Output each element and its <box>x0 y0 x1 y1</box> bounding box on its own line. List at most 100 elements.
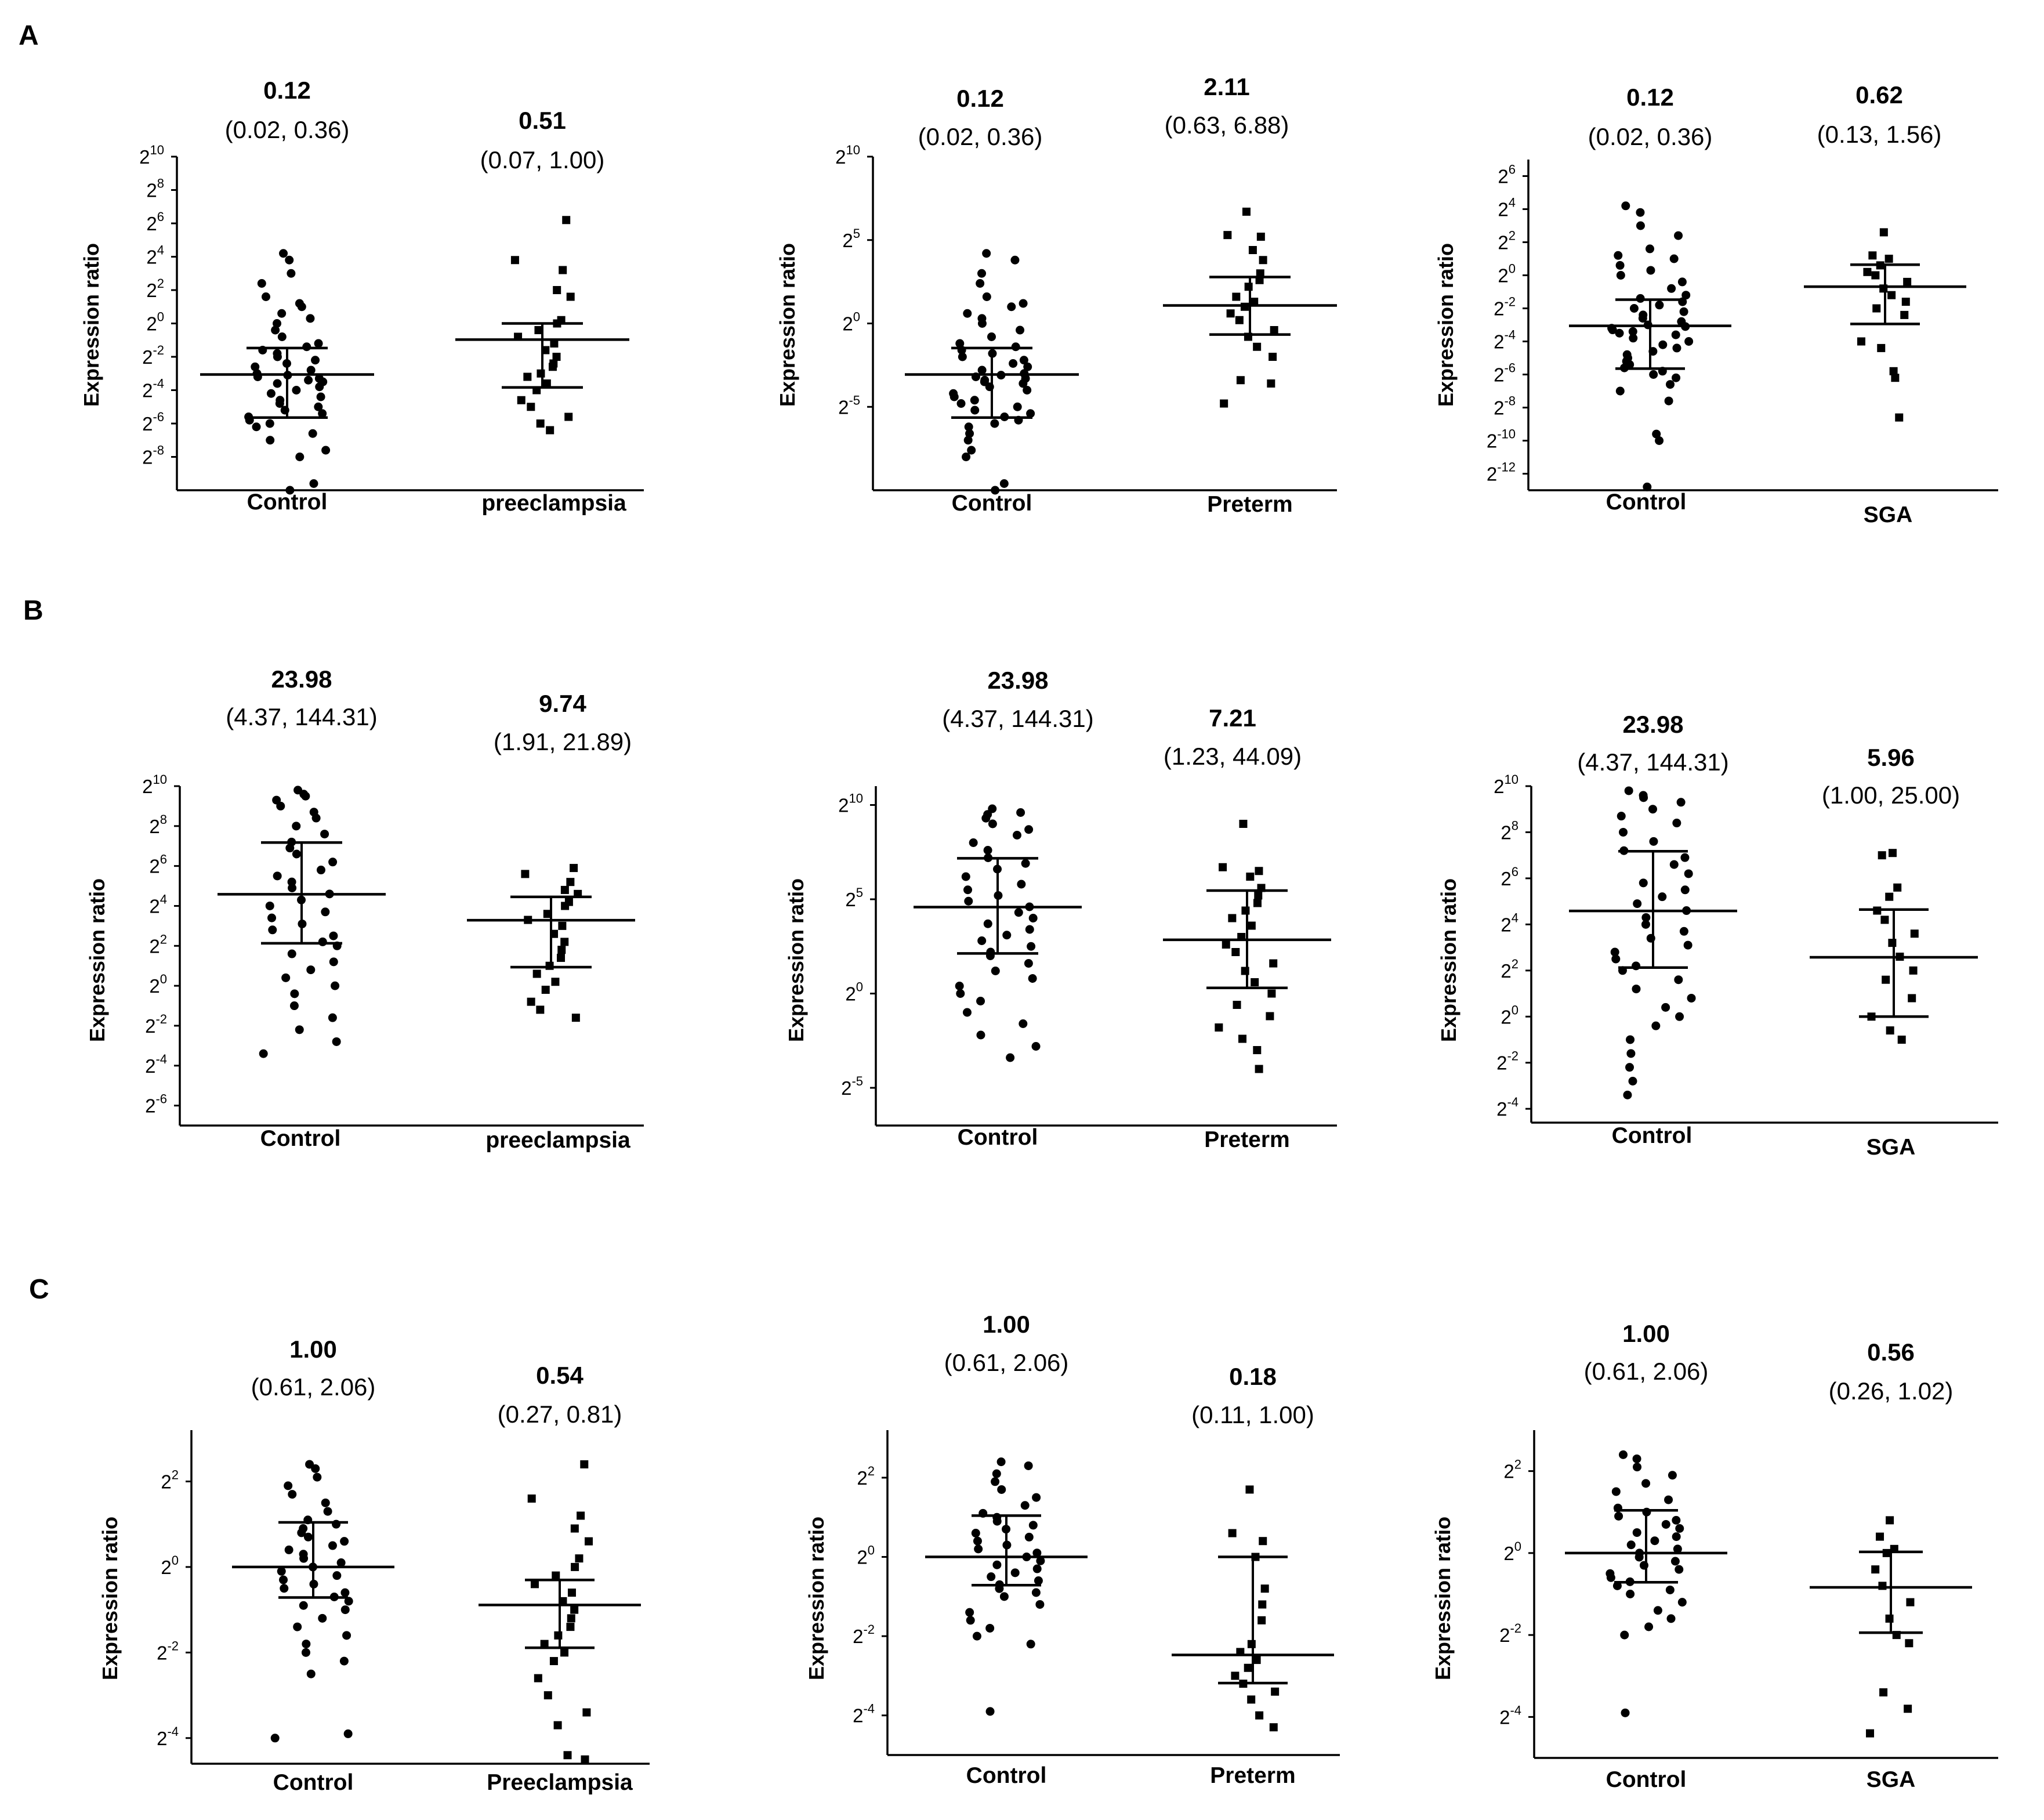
data-point <box>1035 1600 1045 1609</box>
data-point <box>1674 975 1683 985</box>
data-point <box>530 1580 539 1589</box>
data-point <box>956 399 966 408</box>
group-sga: 5.96 (1.00, 25.00) SGA <box>1810 744 1978 1160</box>
group-control: 23.98 (4.37, 144.31) Control <box>914 667 1094 1150</box>
data-point <box>543 910 552 918</box>
data-point <box>293 1622 302 1631</box>
x-category-label: Control <box>273 1770 354 1795</box>
data-point <box>277 332 287 341</box>
data-point <box>988 819 997 828</box>
data-point <box>1238 1034 1247 1043</box>
data-point <box>1664 396 1673 406</box>
data-point <box>1871 1565 1880 1574</box>
data-point <box>1244 283 1253 291</box>
data-point <box>1636 221 1645 230</box>
data-point <box>1247 1695 1256 1704</box>
data-point <box>306 366 316 375</box>
y-tick-label: 2-2 <box>853 1622 875 1647</box>
median-annotation: 0.62 <box>1855 81 1903 108</box>
data-point <box>1639 793 1648 802</box>
y-tick-label: 2-5 <box>838 393 860 418</box>
data-point <box>1621 201 1630 211</box>
data-point <box>311 813 321 823</box>
data-point <box>546 426 555 435</box>
data-point <box>1020 1501 1030 1510</box>
data-point <box>1013 402 1022 411</box>
x-category-label: preeclampsia <box>485 1128 630 1153</box>
data-point <box>1010 1568 1020 1577</box>
iqr-annotation: (1.00, 25.00) <box>1822 781 1960 809</box>
data-point <box>991 1477 1000 1486</box>
data-point <box>1626 1035 1635 1044</box>
data-point <box>1687 993 1696 1003</box>
y-tick-label: 26 <box>149 852 167 877</box>
iqr-annotation: (0.07, 1.00) <box>480 146 605 173</box>
y-tick-label: 20 <box>1501 1003 1518 1027</box>
data-point <box>1226 309 1235 318</box>
data-point <box>344 1597 353 1606</box>
y-tick-label: 2-6 <box>145 1092 167 1117</box>
y-axis-title: Expression ratio <box>79 243 103 407</box>
data-point <box>1615 386 1625 396</box>
data-point <box>1260 1584 1269 1593</box>
data-point <box>1028 914 1038 922</box>
data-point <box>1661 1519 1670 1529</box>
data-point <box>1901 298 1910 306</box>
chart-b1: 210 28 26 24 22 20 2-2 2-4 2-6 Expression ratio 23… <box>85 665 644 1153</box>
data-point <box>1655 301 1664 310</box>
chart-b3: 210 28 26 24 22 20 2-2 2-4 Expression ratio 23.98… <box>1437 711 1998 1160</box>
data-point <box>1254 891 1263 900</box>
data-point <box>560 1648 569 1657</box>
y-tick-label: 22 <box>857 1464 875 1489</box>
data-point <box>551 978 560 986</box>
data-point <box>560 938 569 946</box>
data-point <box>1219 863 1227 871</box>
data-point <box>527 997 535 1006</box>
data-point <box>1877 343 1886 352</box>
data-point <box>1024 1532 1034 1542</box>
data-point <box>958 352 967 361</box>
data-point <box>1887 291 1896 299</box>
data-point <box>311 356 320 365</box>
data-point <box>1653 1606 1662 1615</box>
data-point <box>996 1457 1006 1467</box>
data-point <box>292 849 301 859</box>
data-point <box>966 1616 975 1625</box>
data-point <box>279 249 288 258</box>
iqr-annotation: (4.37, 144.31) <box>1577 748 1729 776</box>
data-point <box>1646 266 1655 275</box>
data-point <box>1244 1663 1252 1672</box>
data-point <box>1256 269 1264 278</box>
data-point <box>1669 860 1679 869</box>
group-preterm: 0.18 (0.11, 1.00) Preterm <box>1172 1363 1334 1788</box>
data-point <box>1255 1711 1264 1720</box>
data-point <box>1269 1723 1278 1732</box>
median-annotation: 7.21 <box>1209 704 1256 732</box>
data-point <box>1628 327 1637 336</box>
y-tick-label: 2-4 <box>853 1702 875 1727</box>
data-point <box>273 352 282 361</box>
data-point <box>1891 374 1900 382</box>
data-point <box>1651 1021 1661 1030</box>
iqr-annotation: (4.37, 144.31) <box>226 703 378 730</box>
y-tick-label: 2-5 <box>841 1074 863 1099</box>
data-point <box>545 961 554 970</box>
data-point <box>1610 947 1619 957</box>
x-category-label: preeclampsia <box>481 491 626 516</box>
data-point <box>1017 880 1026 889</box>
data-point <box>1608 325 1617 335</box>
data-point <box>285 844 295 853</box>
data-point <box>1636 208 1645 217</box>
y-tick-label: 2-2 <box>145 1012 167 1037</box>
data-point <box>1866 1729 1875 1738</box>
data-point <box>982 292 991 301</box>
data-point <box>1629 304 1639 313</box>
median-annotation: 1.00 <box>1622 1320 1670 1347</box>
data-point <box>965 429 974 438</box>
data-point <box>1235 316 1244 324</box>
data-point <box>275 399 284 408</box>
data-point <box>1024 825 1034 834</box>
data-point <box>1641 1479 1651 1488</box>
data-point <box>1253 1046 1262 1054</box>
